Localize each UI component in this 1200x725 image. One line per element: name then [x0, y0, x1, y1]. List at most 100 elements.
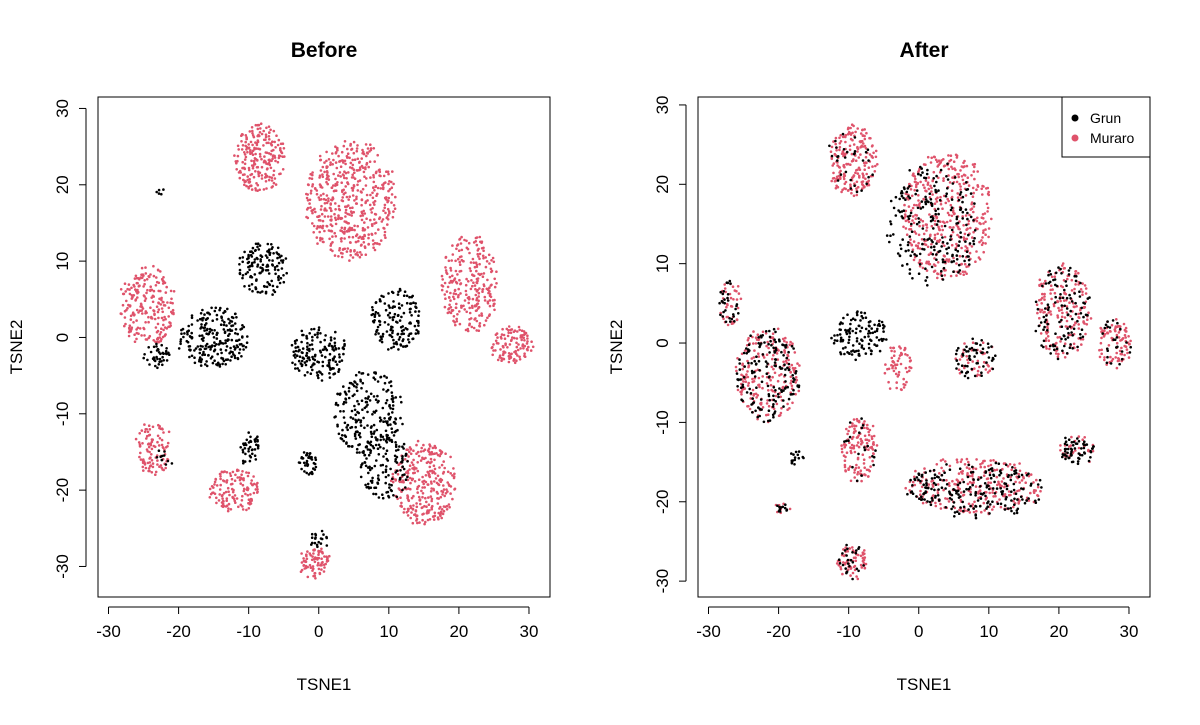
point-muraro	[975, 188, 978, 191]
point-muraro	[942, 158, 945, 161]
point-muraro	[417, 470, 420, 473]
point-muraro	[124, 282, 127, 285]
point-muraro	[937, 483, 940, 486]
point-muraro	[504, 337, 507, 340]
point-muraro	[351, 229, 354, 232]
point-muraro	[1114, 356, 1117, 359]
point-grun	[338, 433, 341, 436]
point-muraro	[1043, 293, 1046, 296]
point-grun	[375, 331, 378, 334]
point-muraro	[845, 428, 848, 431]
point-muraro	[443, 471, 446, 474]
point-muraro	[490, 284, 493, 287]
point-muraro	[135, 275, 138, 278]
point-muraro	[1124, 336, 1127, 339]
point-grun	[251, 255, 254, 258]
point-muraro	[737, 389, 740, 392]
point-grun	[390, 347, 393, 350]
point-grun	[378, 314, 381, 317]
point-muraro	[234, 501, 237, 504]
point-grun	[161, 356, 164, 359]
point-grun	[238, 339, 241, 342]
point-muraro	[355, 241, 358, 244]
point-grun	[837, 179, 840, 182]
point-muraro	[770, 384, 773, 387]
point-muraro	[943, 222, 946, 225]
point-muraro	[449, 292, 452, 295]
point-muraro	[326, 557, 329, 560]
point-muraro	[409, 464, 412, 467]
point-muraro	[926, 261, 929, 264]
point-muraro	[355, 198, 358, 201]
point-grun	[186, 330, 189, 333]
point-muraro	[917, 199, 920, 202]
point-muraro	[486, 279, 489, 282]
point-muraro	[521, 329, 524, 332]
point-grun	[382, 447, 385, 450]
point-muraro	[865, 427, 868, 430]
point-muraro	[856, 150, 859, 153]
point-muraro	[771, 366, 774, 369]
point-muraro	[917, 242, 920, 245]
point-muraro	[748, 364, 751, 367]
point-muraro	[404, 458, 407, 461]
point-muraro	[948, 160, 951, 163]
point-muraro	[1044, 280, 1047, 283]
point-muraro	[857, 578, 860, 581]
point-muraro	[1108, 344, 1111, 347]
point-muraro	[903, 349, 906, 352]
point-muraro	[968, 467, 971, 470]
point-grun	[211, 319, 214, 322]
point-muraro	[1054, 275, 1057, 278]
point-muraro	[1036, 312, 1039, 315]
point-muraro	[348, 259, 351, 262]
point-muraro	[160, 331, 163, 334]
point-grun	[255, 287, 258, 290]
point-muraro	[351, 148, 354, 151]
point-muraro	[908, 366, 911, 369]
point-muraro	[468, 298, 471, 301]
point-muraro	[147, 275, 150, 278]
point-grun	[391, 391, 394, 394]
point-muraro	[876, 444, 879, 447]
point-muraro	[138, 441, 141, 444]
point-muraro	[349, 207, 352, 210]
point-muraro	[888, 368, 891, 371]
point-muraro	[384, 204, 387, 207]
point-muraro	[939, 503, 942, 506]
point-grun	[316, 332, 319, 335]
point-grun	[243, 251, 246, 254]
point-muraro	[341, 196, 344, 199]
point-muraro	[411, 461, 414, 464]
point-muraro	[373, 160, 376, 163]
point-muraro	[795, 376, 798, 379]
point-muraro	[794, 393, 797, 396]
point-muraro	[843, 443, 846, 446]
point-muraro	[162, 431, 165, 434]
point-grun	[239, 257, 242, 260]
point-muraro	[332, 173, 335, 176]
point-grun	[380, 295, 383, 298]
point-muraro	[966, 238, 969, 241]
point-muraro	[219, 473, 222, 476]
point-muraro	[844, 459, 847, 462]
point-muraro	[367, 147, 370, 150]
point-muraro	[439, 506, 442, 509]
point-muraro	[844, 470, 847, 473]
point-muraro	[406, 511, 409, 514]
point-grun	[225, 349, 228, 352]
point-grun	[257, 447, 260, 450]
point-muraro	[747, 339, 750, 342]
point-muraro	[333, 232, 336, 235]
point-muraro	[340, 181, 343, 184]
point-grun	[201, 354, 204, 357]
point-grun	[403, 294, 406, 297]
point-grun	[388, 306, 391, 309]
point-grun	[274, 266, 277, 269]
point-muraro	[336, 181, 339, 184]
point-muraro	[475, 240, 478, 243]
point-muraro	[978, 366, 981, 369]
point-muraro	[322, 220, 325, 223]
point-muraro	[777, 380, 780, 383]
